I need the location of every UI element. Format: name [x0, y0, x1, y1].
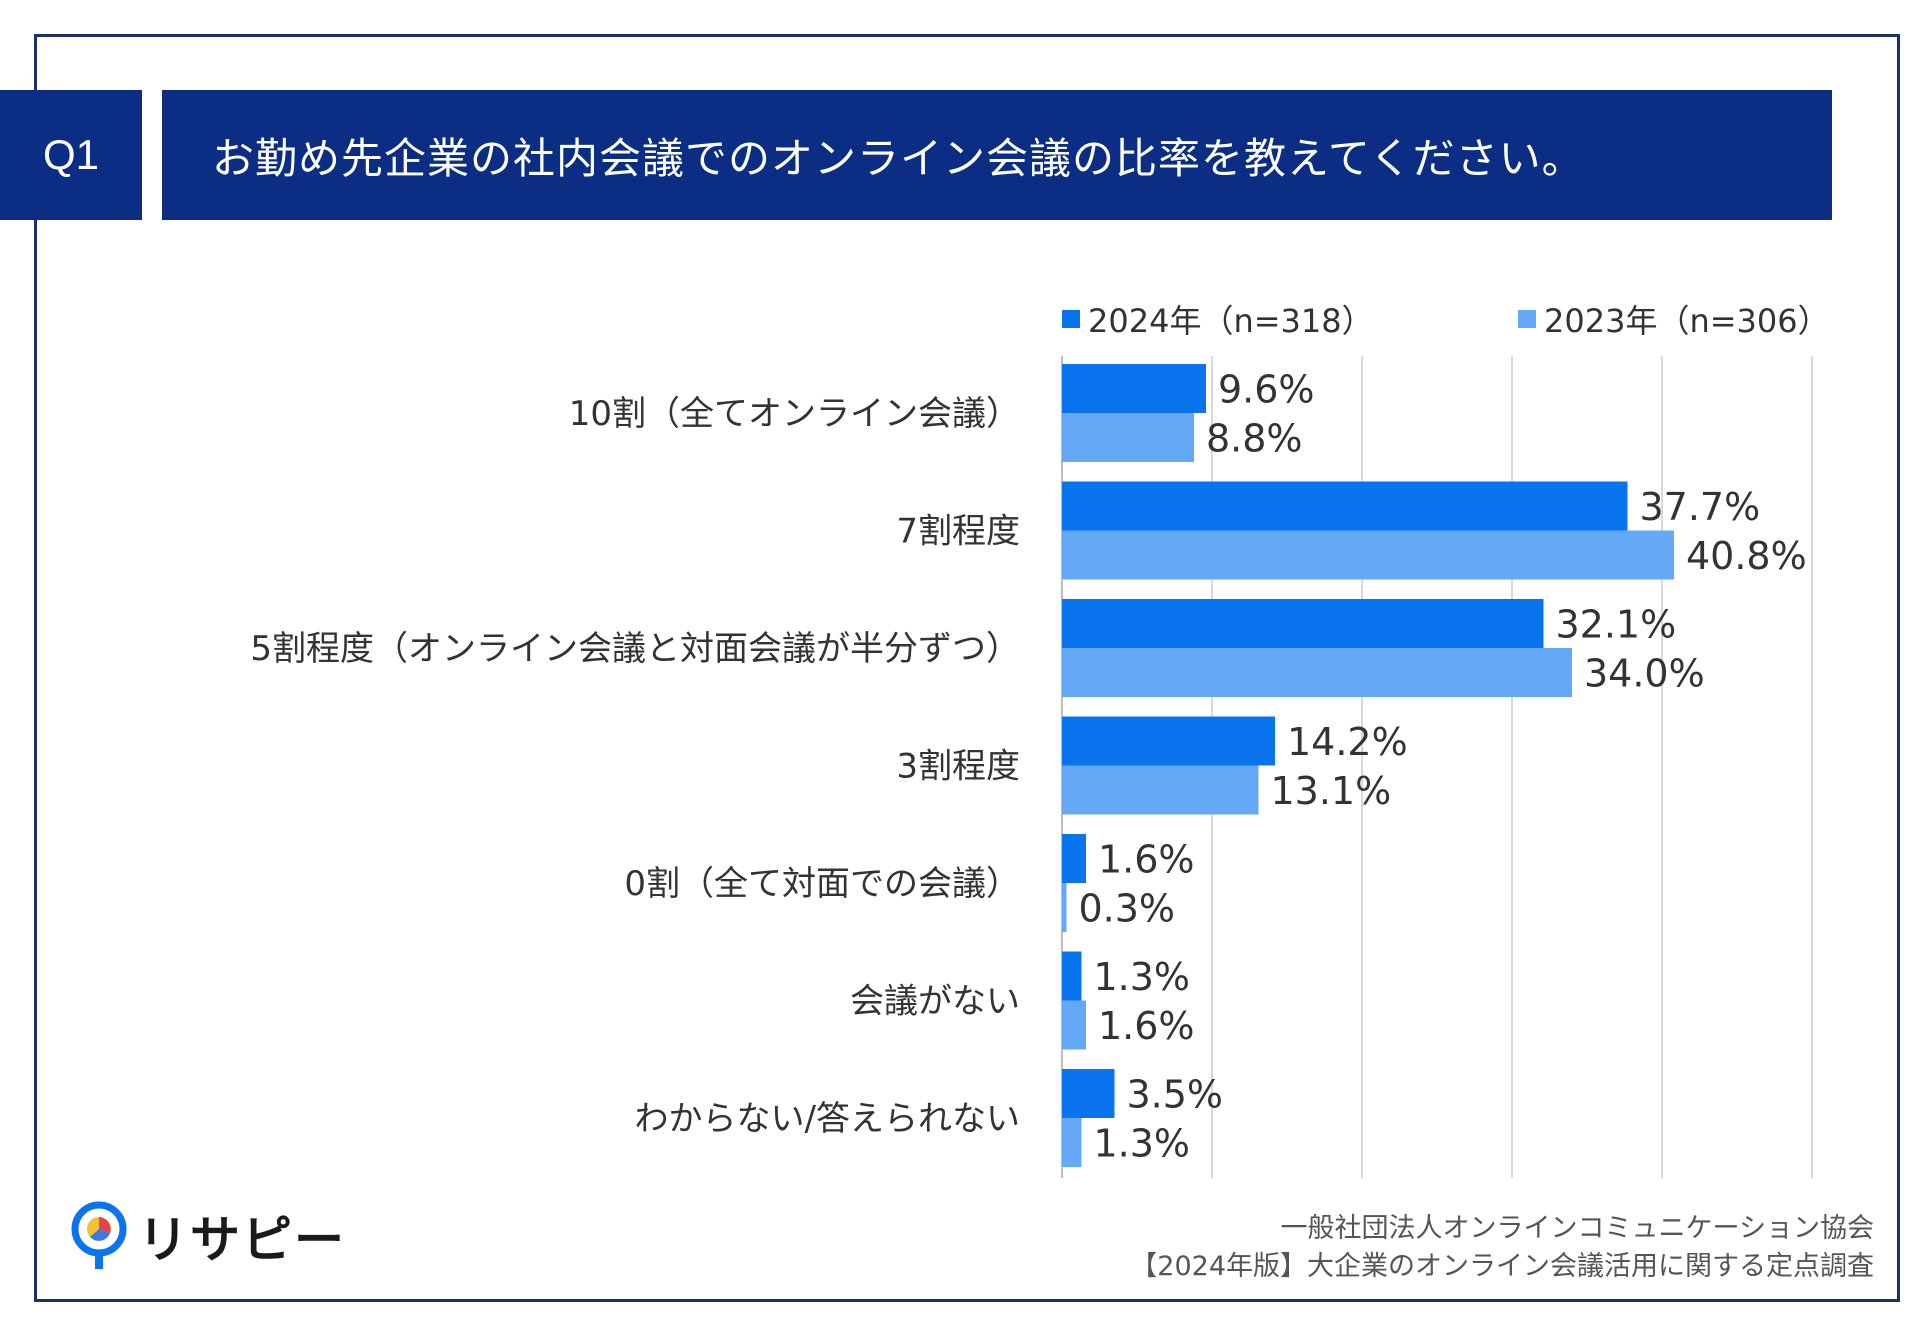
category-label: 10割（全てオンライン会議）: [569, 394, 1020, 434]
category-label: 3割程度: [896, 747, 1020, 787]
bar-2023: [1062, 1000, 1086, 1050]
data-label: 0.3%: [1079, 887, 1176, 931]
logo: リサピー: [70, 1200, 346, 1272]
data-label: 3.5%: [1127, 1073, 1224, 1117]
source-note: 一般社団法人オンラインコミュニケーション協会 【2024年版】大企業のオンライン…: [1130, 1210, 1874, 1286]
data-label: 1.6%: [1098, 838, 1195, 882]
source-line-2: 【2024年版】大企業のオンライン会議活用に関する定点調査: [1130, 1251, 1874, 1282]
bar-2024: [1062, 481, 1628, 531]
bar-2024: [1062, 364, 1206, 413]
bar-2023: [1062, 413, 1194, 462]
source-line-1: 一般社団法人オンラインコミュニケーション協会: [1280, 1213, 1874, 1244]
data-label: 32.1%: [1556, 603, 1677, 647]
data-label: 9.6%: [1218, 368, 1315, 412]
bar-2023: [1062, 648, 1572, 697]
logo-pin-icon: [71, 1201, 127, 1269]
data-label: 14.2%: [1287, 720, 1408, 764]
bar-2023: [1062, 1118, 1082, 1167]
legend-swatch-2023: [1518, 310, 1536, 328]
legend-swatch-2024: [1062, 310, 1080, 328]
bar-2023: [1062, 530, 1674, 580]
legend-label-2023: 2023年（n=306）: [1544, 302, 1830, 340]
data-label: 40.8%: [1686, 534, 1807, 578]
data-label: 8.8%: [1206, 417, 1303, 461]
bar-2023: [1062, 765, 1259, 815]
bar-2023: [1062, 883, 1067, 932]
category-label: 7割程度: [896, 512, 1020, 552]
bar-2024: [1062, 951, 1082, 1001]
data-label: 37.7%: [1640, 485, 1761, 529]
chart-frame: [34, 34, 1900, 1302]
category-label: わからない/答えられない: [635, 1099, 1020, 1139]
data-label: 1.6%: [1098, 1004, 1195, 1048]
legend-2024: 2024年（n=318）: [1062, 296, 1374, 342]
data-label: 34.0%: [1584, 652, 1705, 696]
bar-2024: [1062, 716, 1275, 766]
category-label: 0割（全て対面での会議）: [624, 864, 1020, 904]
logo-text: リサピー: [138, 1211, 346, 1269]
legend-2023: 2023年（n=306）: [1518, 296, 1830, 342]
bar-2024: [1062, 599, 1544, 648]
category-label: 会議がない: [850, 982, 1020, 1022]
category-label: 5割程度（オンライン会議と対面会議が半分ずつ）: [250, 629, 1020, 669]
question-badge: Q1: [0, 90, 142, 220]
legend-label-2024: 2024年（n=318）: [1088, 302, 1374, 340]
data-label: 13.1%: [1271, 769, 1392, 813]
question-title: お勤め先企業の社内会議でのオンライン会議の比率を教えてください。: [162, 90, 1832, 220]
data-label: 1.3%: [1094, 955, 1191, 999]
data-label: 1.3%: [1094, 1122, 1191, 1166]
bar-2024: [1062, 834, 1086, 883]
bar-2024: [1062, 1069, 1115, 1118]
